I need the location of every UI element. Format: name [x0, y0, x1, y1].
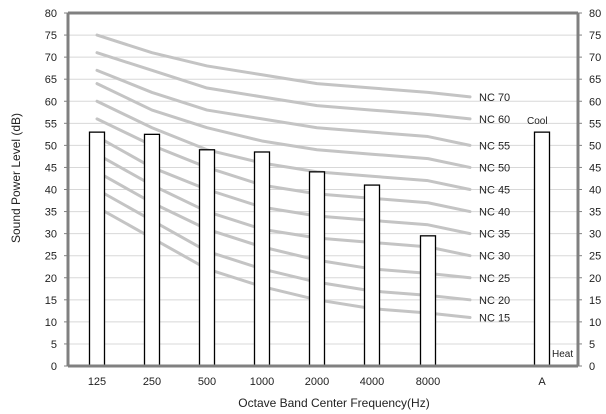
y-tick-label-right: 25 — [589, 251, 601, 263]
y-tick-label-left: 15 — [45, 295, 57, 307]
nc-curve-label: NC 25 — [479, 273, 510, 285]
nc-curve — [95, 205, 472, 319]
nc-curve-label: NC 20 — [479, 295, 510, 307]
nc-curve-label: NC 50 — [479, 162, 510, 174]
y-tick-label-left: 30 — [45, 229, 57, 241]
y-tick-label-right: 80 — [589, 8, 601, 20]
y-tick-label-right: 45 — [589, 162, 601, 174]
x-tick-label: 2000 — [305, 376, 329, 388]
y-tick-label-left: 50 — [45, 140, 57, 152]
y-tick-label-right: 65 — [589, 74, 601, 86]
x-axis-label: Octave Band Center Frequency(Hz) — [238, 396, 429, 410]
bar — [419, 235, 437, 367]
y-tick-label-left: 80 — [45, 8, 57, 20]
heat-annotation: Heat — [552, 349, 573, 360]
nc-curve-label: NC 30 — [479, 251, 510, 263]
nc-curve — [95, 68, 472, 147]
bar — [143, 133, 161, 367]
y-tick-label-left: 5 — [51, 339, 57, 351]
y-tick-label-right: 35 — [589, 207, 601, 219]
nc-curve — [95, 188, 472, 302]
x-tick-label: 500 — [198, 376, 216, 388]
y-tick-label-right: 40 — [589, 185, 601, 197]
nc-curve-label: NC 55 — [479, 140, 510, 152]
y-tick-label-left: 25 — [45, 251, 57, 263]
nc-curve-label: NC 70 — [479, 92, 510, 104]
nc-curve-label: NC 15 — [479, 312, 510, 324]
nc-curve-label: NC 40 — [479, 207, 510, 219]
x-tick-label: 250 — [143, 376, 161, 388]
x-tick-label: 1000 — [250, 376, 274, 388]
bar — [308, 171, 326, 367]
nc-curve — [95, 135, 472, 236]
nc-curve — [95, 82, 472, 169]
cool-annotation: Cool — [527, 116, 548, 127]
y-tick-label-left: 35 — [45, 207, 57, 219]
y-tick-label-right: 50 — [589, 140, 601, 152]
y-tick-label-left: 0 — [51, 361, 57, 373]
nc-curves — [95, 33, 472, 319]
x-tick-label: 4000 — [360, 376, 384, 388]
bar — [253, 151, 271, 367]
nc-curve — [95, 170, 472, 280]
axes — [64, 11, 582, 368]
y-tick-label-left: 55 — [45, 118, 57, 130]
nc-curve-label: NC 60 — [479, 114, 510, 126]
bar — [533, 131, 551, 367]
x-tick-label: 8000 — [416, 376, 440, 388]
bar — [363, 184, 381, 367]
y-tick-label-left: 75 — [45, 30, 57, 42]
y-tick-label-left: 40 — [45, 185, 57, 197]
x-tick-label: 125 — [88, 376, 106, 388]
y-tick-label-left: 10 — [45, 317, 57, 329]
x-tick-label: A — [538, 376, 546, 388]
y-tick-label-right: 55 — [589, 118, 601, 130]
y-tick-label-right: 10 — [589, 317, 601, 329]
y-tick-label-left: 45 — [45, 162, 57, 174]
y-tick-label-right: 70 — [589, 52, 601, 64]
y-tick-label-right: 30 — [589, 229, 601, 241]
y-tick-label-right: 60 — [589, 96, 601, 108]
bar — [88, 131, 106, 367]
y-tick-label-right: 20 — [589, 273, 601, 285]
y-tick-label-right: 15 — [589, 295, 601, 307]
y-axis-label: Sound Power Level (dB) — [9, 113, 23, 243]
nc-curve-label: NC 35 — [479, 229, 510, 241]
y-tick-label-left: 70 — [45, 52, 57, 64]
y-tick-label-left: 65 — [45, 74, 57, 86]
y-tick-label-right: 75 — [589, 30, 601, 42]
y-tick-label-right: 0 — [589, 361, 595, 373]
nc-curve — [95, 51, 472, 121]
nc-curve — [95, 99, 472, 191]
y-tick-label-left: 60 — [45, 96, 57, 108]
nc-curve-label: NC 45 — [479, 185, 510, 197]
nc-curve — [95, 33, 472, 99]
nc-curve — [95, 117, 472, 214]
y-tick-label-left: 20 — [45, 273, 57, 285]
nc-curve — [95, 152, 472, 258]
y-tick-label-right: 5 — [589, 339, 595, 351]
bar — [198, 149, 216, 367]
